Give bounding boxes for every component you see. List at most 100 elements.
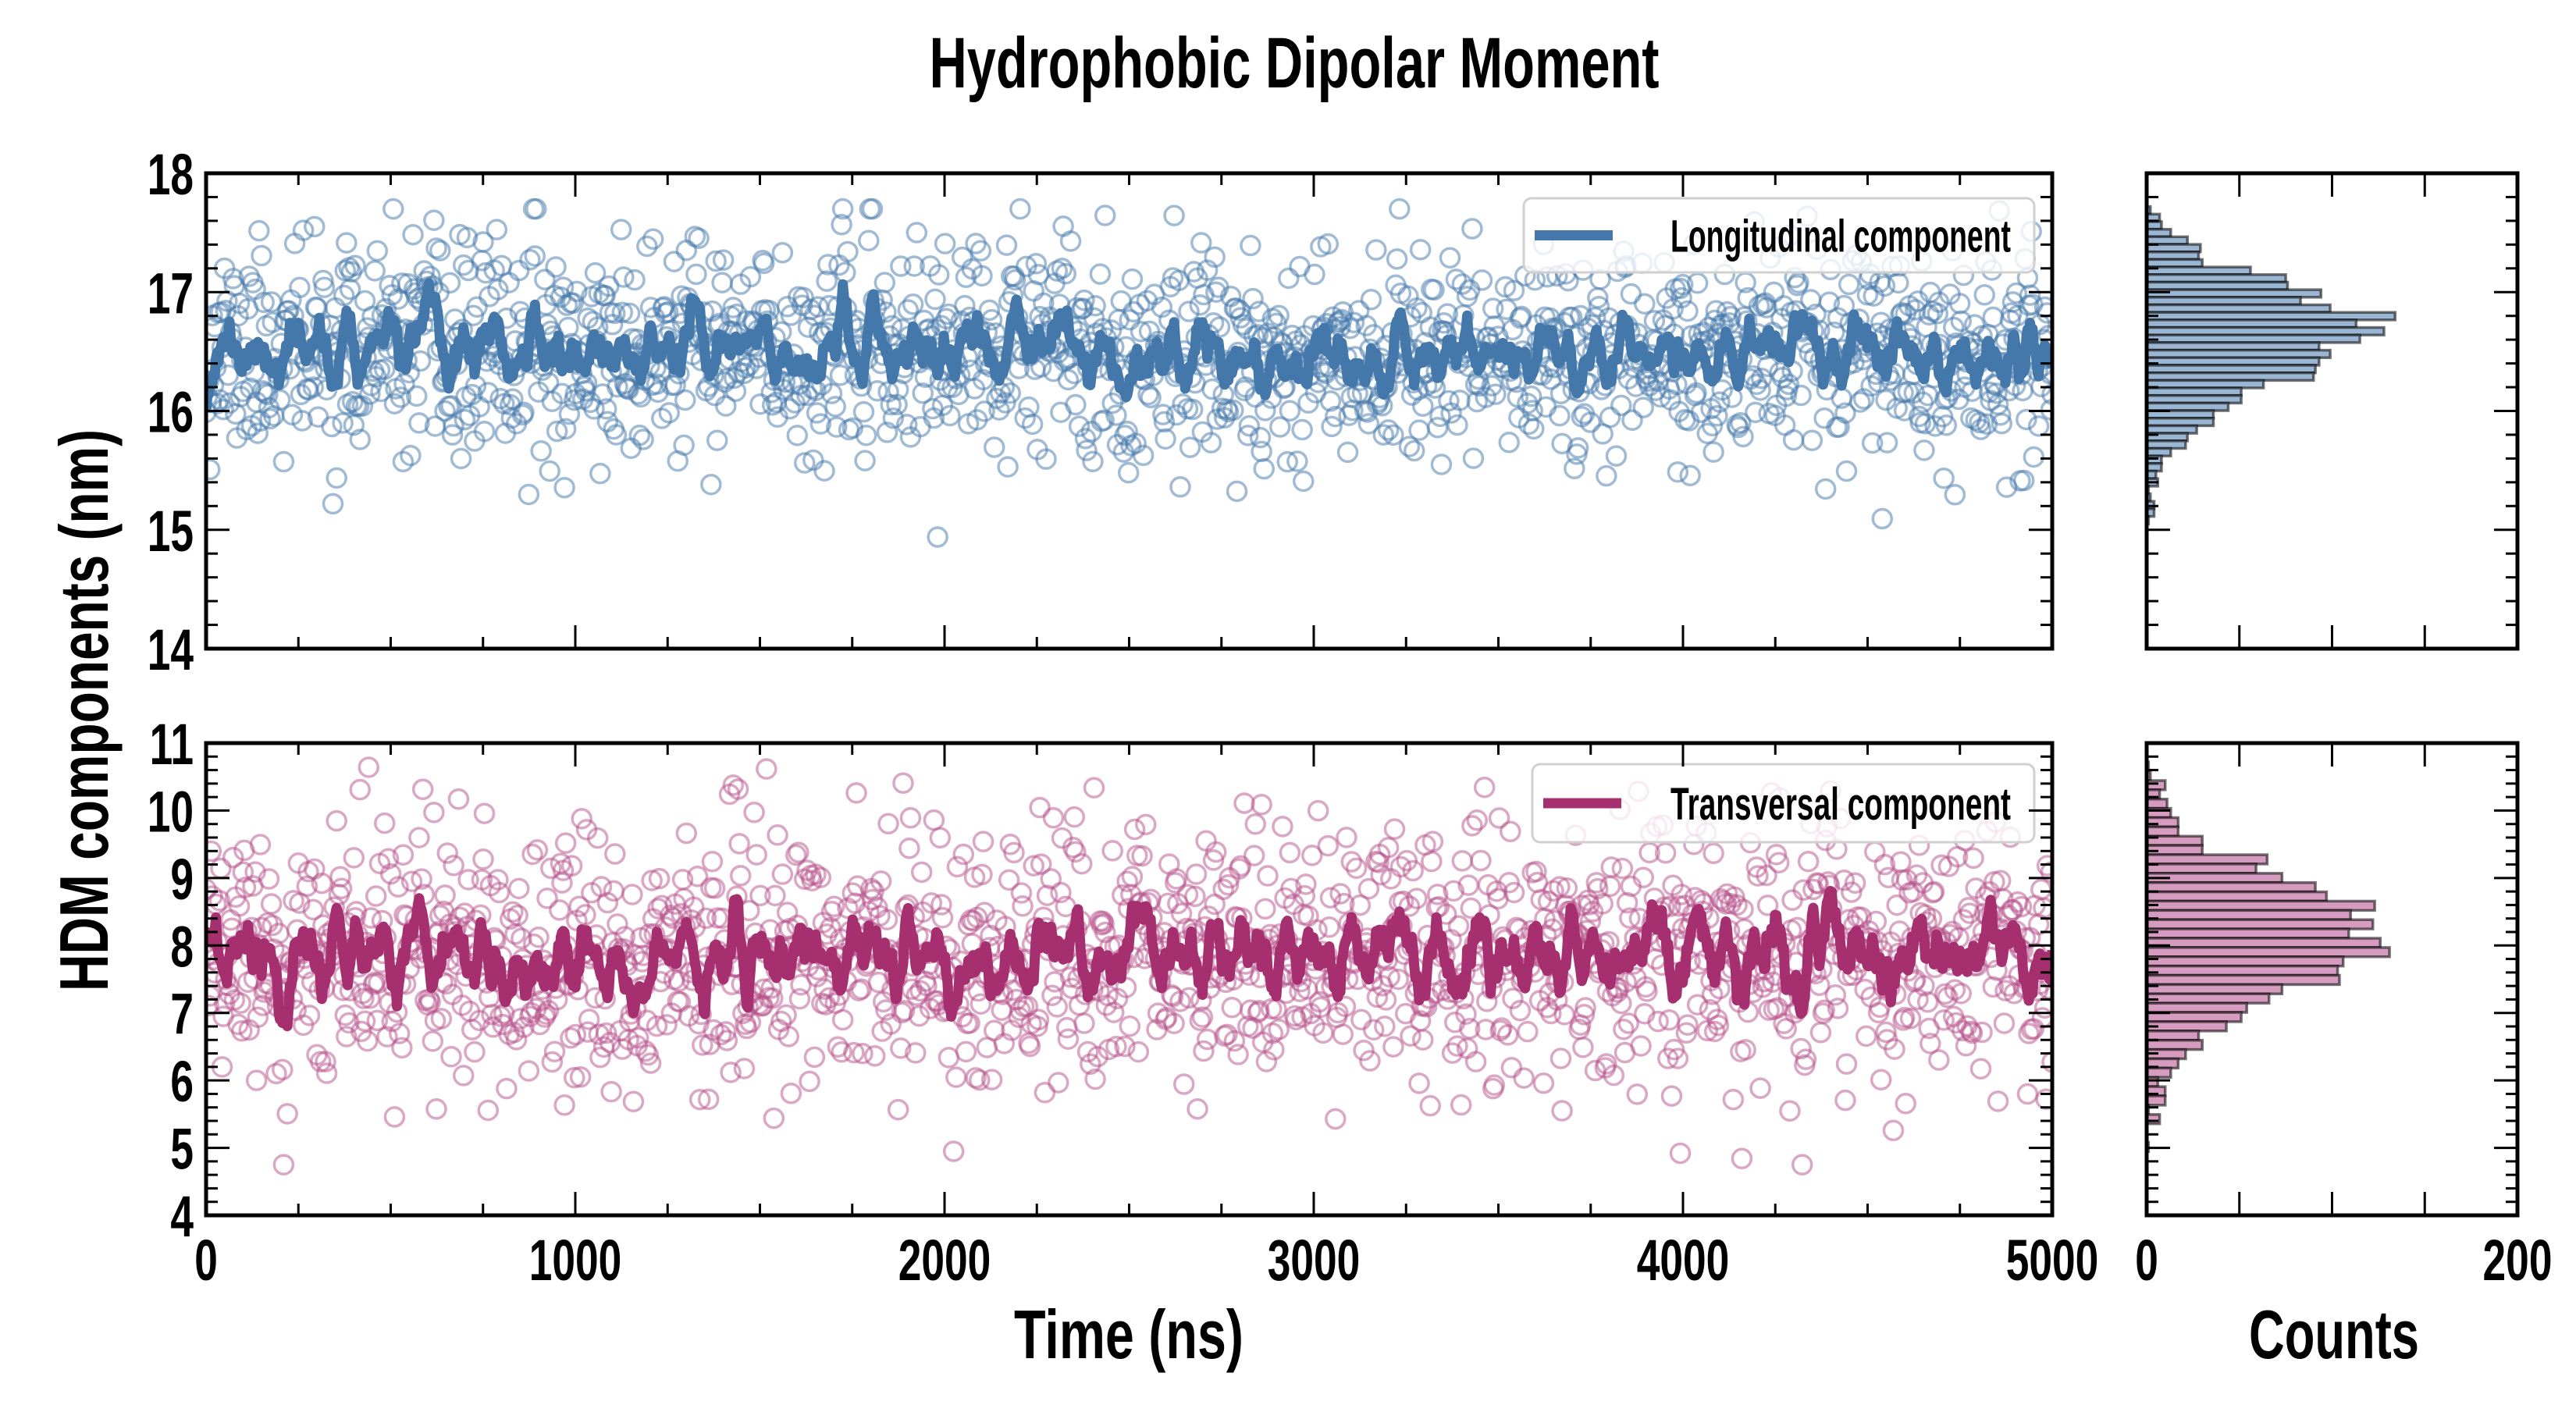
scatter-point — [452, 1065, 475, 1087]
scatter-point — [805, 863, 827, 885]
scatter-point — [440, 1045, 462, 1068]
scatter-point — [1329, 883, 1351, 905]
scatter-point — [2027, 415, 2050, 437]
legend-label: Transversal component — [1670, 779, 2011, 830]
scatter-point — [2041, 1051, 2052, 1073]
scatter-point — [518, 483, 540, 506]
scatter-point — [1012, 895, 1034, 917]
scatter-point — [1458, 1018, 1481, 1040]
scatter-point — [945, 1066, 967, 1088]
scatter-point — [541, 1051, 564, 1073]
scatter-point — [1030, 853, 1052, 875]
scatter-point — [1360, 288, 1382, 311]
scatter-point — [452, 254, 475, 276]
hist-x-tick-label: 200 — [2483, 1228, 2553, 1293]
scatter-point — [1560, 306, 1583, 329]
scatter-point — [557, 316, 579, 339]
scatter-point — [1089, 263, 1112, 285]
scatter-point — [688, 227, 710, 250]
scatter-point — [1057, 1028, 1080, 1050]
scatter-point — [959, 1012, 980, 1034]
scatter-point — [1961, 1022, 1984, 1044]
scatter-point — [1227, 1044, 1249, 1065]
scatter-point — [939, 404, 961, 427]
scatter-point — [971, 265, 993, 287]
scatter-point — [1941, 920, 1963, 943]
scatter-point — [296, 875, 318, 898]
scatter-point — [1933, 1009, 1955, 1031]
scatter-point — [291, 410, 313, 432]
scatter-point — [1525, 860, 1547, 883]
scatter-point — [854, 450, 876, 471]
scatter-point — [1423, 279, 1445, 301]
scatter-point — [636, 235, 658, 258]
scatter-point — [695, 907, 717, 930]
legend-box — [1522, 197, 2036, 274]
scatter-point — [1551, 432, 1573, 455]
histogram-bar — [2145, 983, 2284, 996]
scatter-point — [1833, 869, 1856, 891]
scatter-point — [1004, 269, 1026, 291]
scatter-point — [792, 286, 814, 308]
scatter-point — [700, 473, 722, 496]
histogram-bar — [2145, 946, 2391, 959]
scatter-point — [464, 1040, 486, 1063]
scatter-point — [843, 1041, 865, 1064]
scatter-point — [302, 898, 325, 921]
scatter-point — [1861, 432, 1884, 454]
scatter-point — [1172, 1073, 1195, 1095]
scatter-point — [1291, 418, 1313, 441]
scatter-point — [1873, 853, 1896, 876]
scatter-point — [1634, 293, 1656, 315]
scatter-point — [1217, 873, 1240, 896]
scatter-point — [1251, 440, 1272, 463]
scatter-point — [818, 987, 841, 1009]
scatter-point — [1498, 871, 1520, 894]
scatter-point — [1626, 1083, 1649, 1105]
scatter-point — [1408, 1072, 1430, 1094]
scatter-point — [443, 855, 464, 877]
scatter-point — [692, 1034, 713, 1056]
scatter-point — [980, 1069, 1003, 1090]
scatter-point — [408, 827, 430, 848]
scatter-point — [423, 209, 445, 231]
scatter-point — [1317, 233, 1340, 255]
scatter-point — [727, 778, 749, 800]
scatter-point — [336, 1026, 358, 1048]
scatter-point — [1611, 857, 1634, 880]
scatter-point — [1057, 368, 1080, 391]
scatter-point — [1834, 1089, 1856, 1112]
scatter-point — [558, 403, 581, 425]
scatter-point — [1443, 880, 1464, 902]
scatter-point — [1293, 884, 1316, 907]
scatter-point — [349, 778, 371, 801]
scatter-point — [1333, 892, 1355, 915]
scatter-point — [1105, 404, 1127, 426]
y-tick-label: 10 — [148, 780, 194, 845]
scatter-point — [258, 868, 280, 890]
scatter-point — [1636, 980, 1658, 1002]
scatter-point — [1286, 450, 1308, 472]
scatter-point — [1913, 975, 1935, 997]
scatter-point — [1686, 272, 1709, 294]
scatter-point — [1114, 1035, 1136, 1058]
scatter-point — [1779, 1100, 1801, 1122]
scatter-point — [1238, 414, 1261, 437]
scatter-point — [1050, 881, 1072, 904]
scatter-point — [1550, 1048, 1572, 1069]
scatter-point — [1105, 1035, 1127, 1058]
scatter-point — [1029, 796, 1051, 819]
scatter-point — [930, 894, 952, 916]
scatter-point — [206, 994, 219, 1017]
scatter-point — [392, 844, 415, 866]
scatter-point — [1204, 841, 1227, 863]
scatter-point — [1112, 884, 1133, 906]
scatter-point — [816, 270, 838, 292]
scatter-point — [507, 259, 530, 282]
scatter-point — [1703, 842, 1724, 864]
scatter-point — [1509, 1000, 1532, 1022]
scatter-point — [283, 233, 306, 254]
scatter-point — [1610, 394, 1632, 417]
scatter-point — [1353, 1039, 1375, 1062]
scatter-point — [1971, 1021, 1993, 1044]
